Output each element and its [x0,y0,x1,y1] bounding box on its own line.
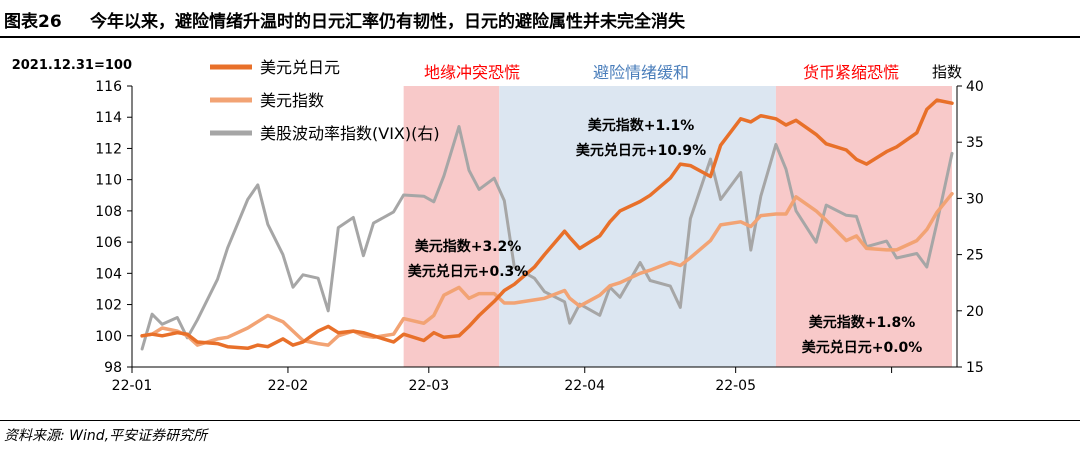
y-left-tick-label: 104 [95,266,122,282]
axes: 98 100 102 104 106 108 110 112 114 116 15 20 25 30 35 4… [12,58,984,394]
x-tick-label: 22-03 [408,378,449,394]
y-right-tick-label: 30 [966,191,984,207]
figure-title: 今年以来，避险情绪升温时的日元汇率仍有韧性，日元的避险属性并未完全消失 [90,12,685,32]
y-left-tick-label: 108 [95,204,122,220]
series-line-1 [140,98,954,351]
y-left-tick-label: 106 [95,235,122,251]
period-note-1-1: 美元指数+3.2% [415,238,522,255]
series-lines [140,98,954,351]
y-left-tick-label: 100 [95,329,122,345]
y-right-tick-label: 35 [966,135,984,151]
figure-header: 图表26 今年以来，避险情绪升温时的日元汇率仍有韧性，日元的避险属性并未完全消失 [0,0,1080,36]
y-left-tick-label: 98 [104,360,122,376]
legend-label-3: 美股波动率指数(VIX)(右) [260,124,440,143]
x-tick-label: 22-02 [268,378,309,394]
legend-label-1: 美元兑日元 [260,58,340,77]
period-title-1: 地缘冲突恐慌 [424,63,520,82]
period-note-3-2: 美元兑日元+0.0% [802,339,923,356]
chart: 98 100 102 104 106 108 110 112 114 116 15 20 25 30 35 4… [12,58,984,394]
x-tick-label: 22-01 [112,378,153,394]
period-note-2-1: 美元指数+1.1% [588,117,695,134]
y-right-tick-label: 25 [966,248,984,264]
source-note: 资料来源: Wind,平安证券研究所 [4,428,208,444]
series-line-2 [140,191,954,347]
base-note: 2021.12.31=100 [12,58,132,73]
period-title-2: 避险情绪缓和 [593,63,689,82]
y-left-tick-label: 116 [95,79,122,95]
period-title-3: 货币紧缩恐慌 [803,63,899,82]
period-note-1-2: 美元兑日元+0.3% [408,263,529,280]
y-right-tick-label: 15 [966,360,984,376]
y-left-tick-label: 110 [95,173,122,189]
x-tick-label: 22-05 [715,378,756,394]
legend-label-2: 美元指数 [260,91,324,110]
right-axis-title: 指数 [932,63,962,81]
x-tick-label: 22-04 [564,378,605,394]
series-line-3 [140,125,954,351]
y-left-tick-label: 102 [95,298,122,314]
y-left-tick-label: 114 [95,110,122,126]
footer-rule [0,420,1080,421]
header-rule [0,36,1080,38]
period-note-3-1: 美元指数+1.8% [809,314,916,331]
figure-label: 图表26 [4,12,62,32]
period-band-1 [403,86,500,367]
y-left-tick-label: 112 [95,141,122,157]
y-right-tick-label: 40 [966,79,984,95]
period-note-2-2: 美元兑日元+10.9% [576,142,706,159]
y-right-tick-label: 20 [966,304,984,320]
